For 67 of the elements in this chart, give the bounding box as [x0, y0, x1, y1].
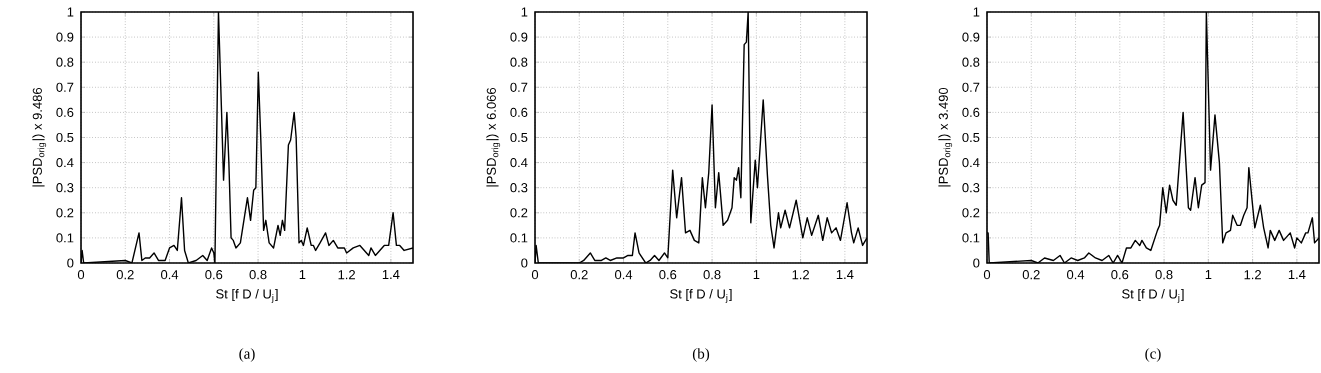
- y-tick-label: 0.6: [962, 107, 980, 117]
- y-tick-label: 0.6: [510, 107, 528, 117]
- x-axis-title: St [f D / U$_{j}$]: [1122, 289, 1184, 303]
- x-tick-label: 1.2: [338, 270, 355, 280]
- y-tick-label: 0.1: [510, 233, 528, 243]
- y-tick-label: 0.4: [56, 158, 74, 168]
- x-tick-label: 0.4: [1067, 270, 1085, 280]
- y-tick-label: 0.4: [962, 158, 980, 168]
- y-tick-label: 0.3: [962, 183, 980, 193]
- x-tick-label: 0.4: [615, 270, 633, 280]
- x-tick-label: 0: [531, 270, 539, 280]
- y-tick-label: 0.2: [962, 208, 980, 218]
- x-tick-label: 1.4: [382, 270, 400, 279]
- y-tick-label: 0.7: [510, 82, 528, 92]
- y-tick-label: 0.8: [510, 57, 528, 67]
- text: (b): [692, 348, 710, 362]
- y-tick-label: 0.1: [56, 233, 74, 243]
- x-tick-label: 0.2: [570, 270, 588, 280]
- x-tick-label: 0.6: [205, 270, 223, 280]
- x-axis-title: St [f D / U$_{j}$]: [216, 289, 278, 303]
- x-tick-label: 1.4: [1288, 270, 1306, 279]
- x-tick-label: 0.2: [1022, 270, 1040, 280]
- text: (a): [239, 348, 255, 362]
- x-tick-label: 1.4: [836, 270, 854, 279]
- y-tick-label: 0.8: [962, 57, 980, 67]
- y-tick-label: 0.2: [56, 208, 74, 218]
- y-tick-label: 0: [521, 258, 528, 268]
- y-tick-label: 0.9: [56, 32, 74, 42]
- text: (c): [1145, 348, 1161, 362]
- y-tick-label: 0.7: [56, 82, 74, 92]
- y-tick-label: 0.9: [510, 32, 528, 42]
- x-tick-label: 1.2: [792, 270, 809, 280]
- x-tick-label: 1.2: [1244, 270, 1261, 280]
- x-tick-label: 0.6: [1111, 270, 1129, 280]
- x-tick-label: 0.8: [1155, 270, 1173, 280]
- x-tick-label: 0.4: [161, 270, 179, 280]
- y-tick-label: 0.1: [962, 233, 980, 243]
- y-axis-title: |PSD$_{orig}$|) x 6.066: [486, 87, 501, 187]
- line-series: [987, 11, 1319, 263]
- y-tick-label: 0.4: [510, 158, 528, 168]
- y-axis-title: |PSD$_{orig}$|) x 9.486: [32, 87, 47, 187]
- x-tick-label: 1: [1205, 270, 1212, 279]
- y-tick-label: 0: [67, 258, 74, 268]
- x-tick-label: 0: [77, 270, 85, 280]
- x-tick-label: 0.6: [659, 270, 677, 280]
- y-tick-label: 1: [521, 7, 528, 17]
- x-tick-label: 0.2: [116, 270, 134, 280]
- y-tick-label: 0.6: [56, 107, 74, 117]
- y-tick-label: 0.5: [510, 132, 528, 143]
- y-tick-label: 0.5: [962, 132, 980, 143]
- y-tick-label: 1: [67, 7, 74, 17]
- y-tick-label: 0: [973, 258, 980, 268]
- y-tick-label: 0.2: [510, 208, 528, 218]
- y-tick-label: 0.3: [510, 183, 528, 193]
- y-tick-label: 0.5: [56, 132, 74, 143]
- y-axis-title: |PSD$_{orig}$|) x 3.490: [938, 87, 953, 187]
- x-axis-title: St [f D / U$_{j}$]: [670, 289, 732, 303]
- y-tick-label: 1: [973, 7, 980, 17]
- x-tick-label: 0.8: [249, 270, 267, 280]
- x-tick-label: 1: [753, 270, 760, 279]
- x-tick-label: 0.8: [703, 270, 721, 280]
- y-tick-label: 0.7: [962, 82, 980, 92]
- x-tick-label: 0: [983, 270, 991, 280]
- x-tick-label: 1: [299, 270, 306, 279]
- y-tick-label: 0.8: [56, 57, 74, 67]
- y-tick-label: 0.3: [56, 183, 74, 193]
- y-tick-label: 0.9: [962, 32, 980, 42]
